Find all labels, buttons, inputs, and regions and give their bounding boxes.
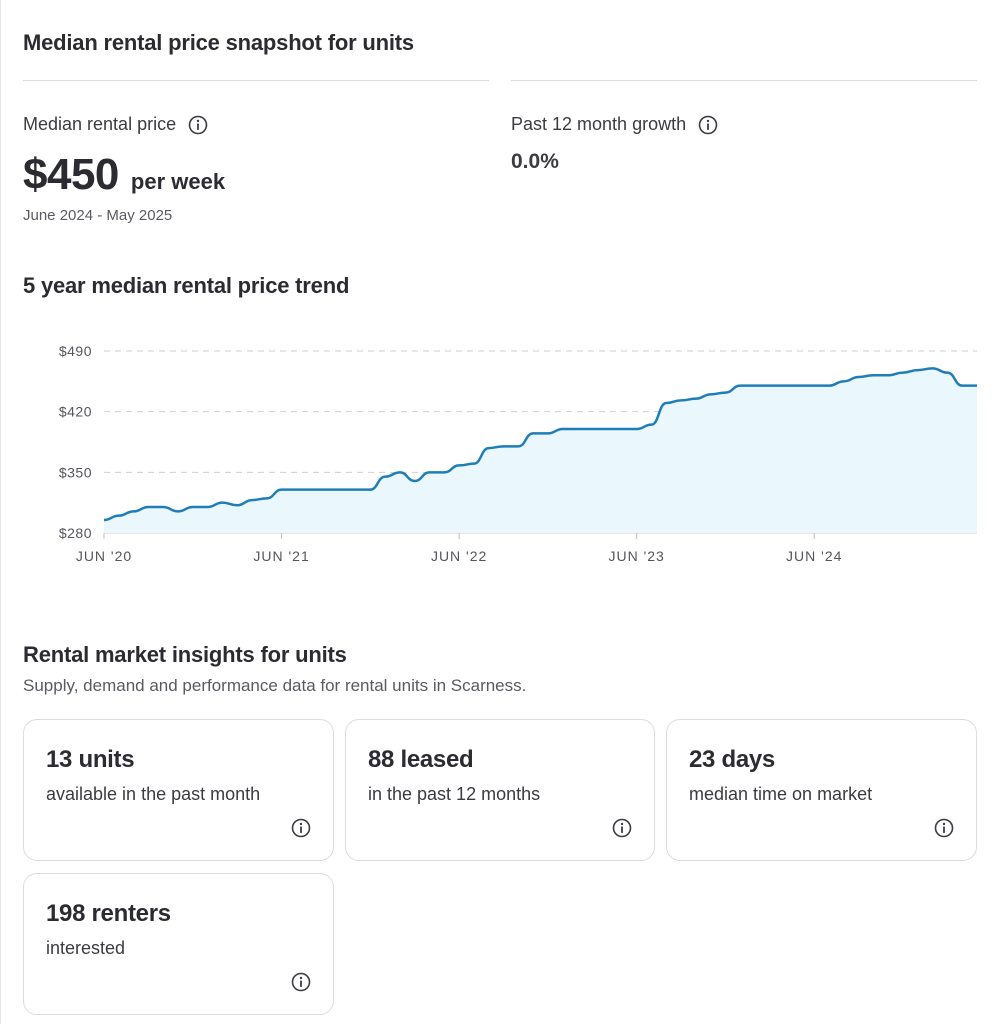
info-icon[interactable] <box>291 972 311 992</box>
median-price-label: Median rental price <box>23 114 177 134</box>
card-subtitle: interested <box>46 938 126 958</box>
trend-chart: $490 $420 $350 $280 JUN '20 JUN '21 JUN '22 JU… <box>59 343 977 564</box>
x-tick-label: JUN '23 <box>608 548 664 564</box>
info-icon[interactable] <box>291 818 311 838</box>
insight-card-renters: 198 renters interested <box>23 873 334 1015</box>
info-icon[interactable] <box>612 818 632 838</box>
card-subtitle: in the past 12 months <box>368 784 541 804</box>
divider-right <box>511 80 977 81</box>
chart-area-fill <box>104 368 977 533</box>
snapshot-title: Median rental price snapshot for units <box>23 30 414 55</box>
trend-title: 5 year median rental price trend <box>23 273 350 298</box>
info-icon[interactable] <box>698 115 718 135</box>
card-title: 88 leased <box>368 746 474 773</box>
card-title: 13 units <box>46 746 135 773</box>
growth-label-row: Past 12 month growth <box>511 114 718 135</box>
median-price-label-row: Median rental price <box>23 114 208 135</box>
insight-card-units: 13 units available in the past month <box>23 719 334 861</box>
card-title: 23 days <box>689 746 775 773</box>
growth-label: Past 12 month growth <box>511 114 687 134</box>
left-border <box>0 0 1 1024</box>
insight-card-days: 23 days median time on market <box>666 719 977 861</box>
insights-subtitle: Supply, demand and performance data for … <box>23 676 527 695</box>
divider-left <box>23 80 489 81</box>
insight-card-leased: 88 leased in the past 12 months <box>345 719 655 861</box>
x-tick-label: JUN '22 <box>431 548 487 564</box>
info-icon[interactable] <box>188 115 208 135</box>
info-icon[interactable] <box>934 818 954 838</box>
y-tick-label: $280 <box>59 525 92 541</box>
card-subtitle: available in the past month <box>46 784 261 804</box>
chart-series-line <box>103 367 977 522</box>
card-subtitle: median time on market <box>689 784 873 804</box>
x-tick-label: JUN '24 <box>786 548 842 564</box>
card-title: 198 renters <box>46 900 171 927</box>
median-price-value: $450 <box>23 150 119 199</box>
y-tick-label: $420 <box>59 404 92 420</box>
x-tick-label: JUN '20 <box>76 548 132 564</box>
y-tick-label: $490 <box>59 343 92 359</box>
median-price-unit: per week <box>130 169 226 194</box>
insights-title: Rental market insights for units <box>23 642 347 667</box>
x-tick-label: JUN '21 <box>253 548 309 564</box>
median-price-period: June 2024 - May 2025 <box>23 207 173 224</box>
y-tick-label: $350 <box>59 464 92 480</box>
median-price-row: $450 per week <box>23 150 225 200</box>
growth-value: 0.0% <box>511 150 559 173</box>
